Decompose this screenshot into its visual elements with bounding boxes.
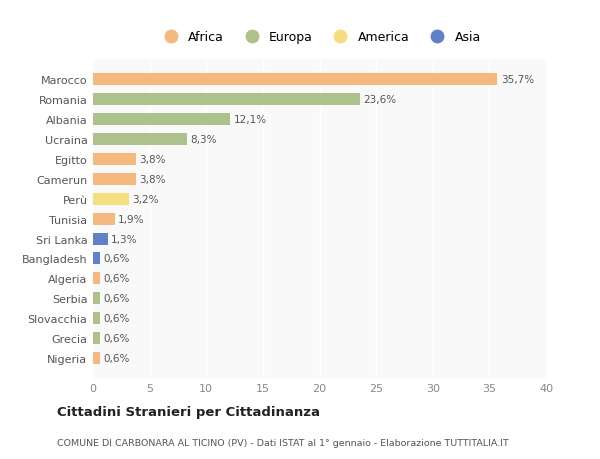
Legend: Africa, Europa, America, Asia: Africa, Europa, America, Asia xyxy=(154,28,485,48)
Bar xyxy=(93,213,115,225)
Text: 8,3%: 8,3% xyxy=(190,135,217,145)
Text: 3,2%: 3,2% xyxy=(133,194,159,204)
Text: 1,3%: 1,3% xyxy=(111,234,137,244)
Bar xyxy=(93,154,136,166)
Text: 0,6%: 0,6% xyxy=(103,333,130,343)
Text: 35,7%: 35,7% xyxy=(501,75,534,85)
Text: 0,6%: 0,6% xyxy=(103,353,130,363)
Text: 0,6%: 0,6% xyxy=(103,313,130,324)
Text: 1,9%: 1,9% xyxy=(118,214,145,224)
Bar xyxy=(93,253,100,265)
Bar xyxy=(93,174,136,185)
Text: 0,6%: 0,6% xyxy=(103,254,130,264)
Bar xyxy=(93,114,230,126)
Text: COMUNE DI CARBONARA AL TICINO (PV) - Dati ISTAT al 1° gennaio - Elaborazione TUT: COMUNE DI CARBONARA AL TICINO (PV) - Dat… xyxy=(57,438,509,447)
Bar xyxy=(93,233,108,245)
Text: 0,6%: 0,6% xyxy=(103,274,130,284)
Bar xyxy=(93,193,129,205)
Bar xyxy=(93,293,100,305)
Bar xyxy=(93,273,100,285)
Text: 3,8%: 3,8% xyxy=(139,174,166,185)
Text: Cittadini Stranieri per Cittadinanza: Cittadini Stranieri per Cittadinanza xyxy=(57,405,320,419)
Text: 12,1%: 12,1% xyxy=(233,115,266,125)
Bar xyxy=(93,94,360,106)
Text: 23,6%: 23,6% xyxy=(364,95,397,105)
Bar xyxy=(93,134,187,146)
Text: 3,8%: 3,8% xyxy=(139,155,166,165)
Bar xyxy=(93,352,100,364)
Text: 0,6%: 0,6% xyxy=(103,294,130,303)
Bar xyxy=(93,74,497,86)
Bar xyxy=(93,313,100,325)
Bar xyxy=(93,332,100,344)
